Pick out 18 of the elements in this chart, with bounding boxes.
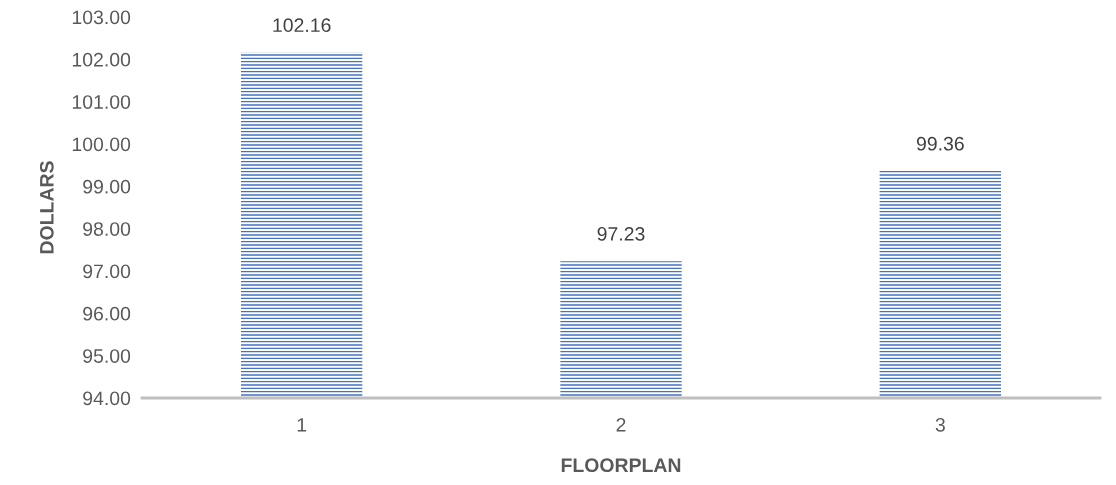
y-tick-label: 100.00 <box>72 137 131 152</box>
data-label: 99.36 <box>916 136 964 151</box>
x-axis-title: FLOORPLAN <box>561 458 681 473</box>
y-axis-title: DOLLARS <box>39 161 54 254</box>
y-tick-label: 96.00 <box>83 306 131 321</box>
y-tick-label: 99.00 <box>83 179 131 194</box>
x-tick-label: 2 <box>616 417 626 432</box>
y-tick-label: 97.00 <box>83 264 131 279</box>
x-tick-label: 3 <box>935 417 945 432</box>
x-tick-label: 1 <box>297 418 307 432</box>
data-label: 97.23 <box>597 226 645 241</box>
y-tick-label: 94.00 <box>83 391 131 406</box>
y-tick-label: 95.00 <box>83 349 131 363</box>
data-label: 102.16 <box>273 18 331 33</box>
y-tick-label: 103.00 <box>72 10 131 25</box>
y-tick-label: 98.00 <box>83 222 131 236</box>
y-tick-label: 101.00 <box>72 95 131 109</box>
y-tick-label: 102.00 <box>72 52 131 67</box>
